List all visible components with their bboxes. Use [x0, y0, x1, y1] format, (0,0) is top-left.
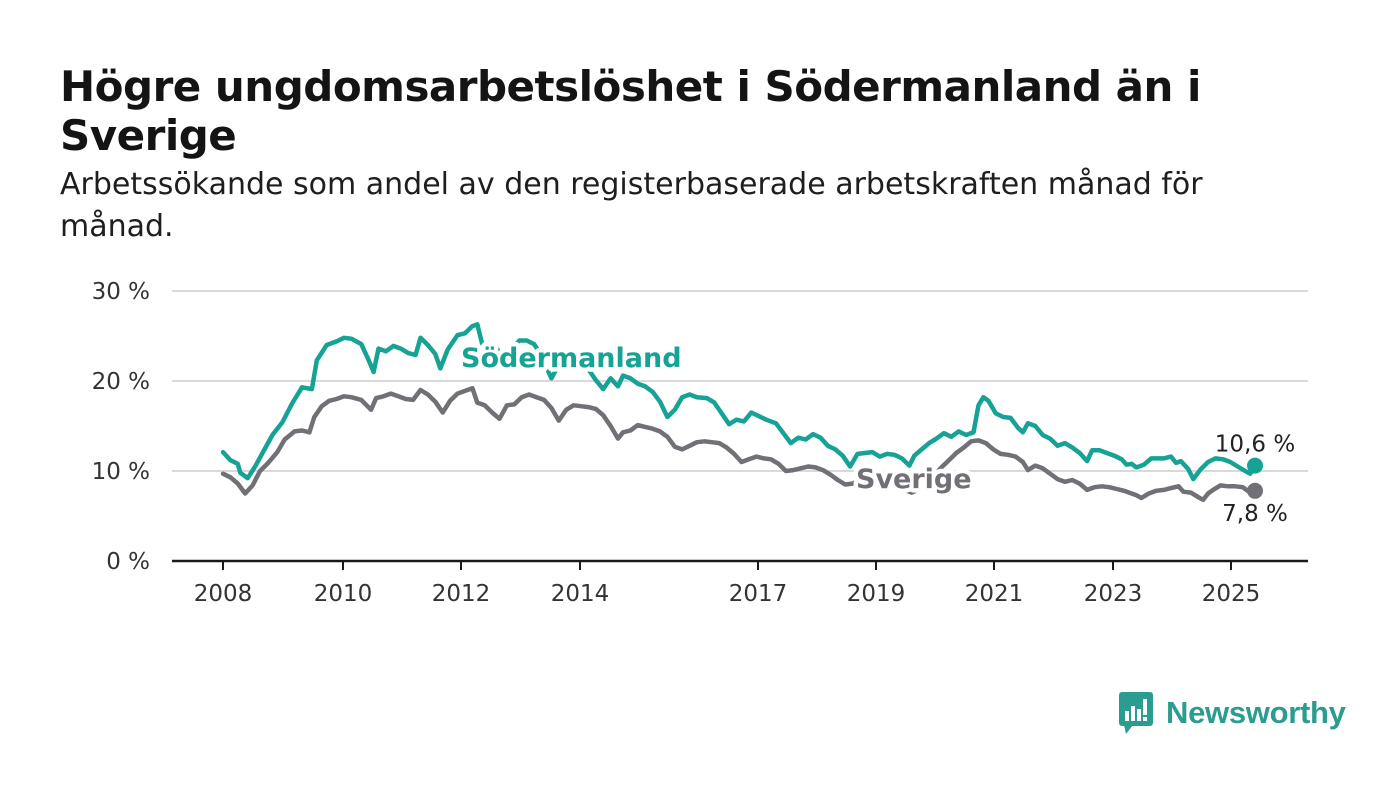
y-axis-ticks: 0 % 10 % 20 % 30 %	[92, 279, 150, 575]
x-tick-label: 2014	[551, 581, 610, 607]
series-label-södermanland: Södermanland	[461, 343, 682, 374]
newsworthy-logo: Newsworthy	[1118, 690, 1346, 736]
chart-subtitle: Arbetssökande som andel av den registerb…	[60, 167, 1203, 244]
x-tick-label: 2023	[1084, 581, 1143, 607]
x-tick-label: 2025	[1202, 581, 1261, 607]
series-label-halo: Södermanland	[461, 343, 682, 374]
y-tick-label: 30 %	[92, 279, 150, 305]
x-tick-label: 2012	[432, 581, 491, 607]
end-point-södermanland	[1247, 457, 1263, 474]
y-tick-label: 10 %	[92, 459, 150, 485]
y-tick-label: 0 %	[106, 549, 150, 575]
x-axis-ticks: 2008 2010 2012 2014 2017 2019 2021 2023 2025	[194, 561, 1261, 607]
chart-title: Högre ungdomsarbetslöshet i Södermanland…	[60, 62, 1201, 160]
series-labels: SödermanlandSödermanlandSverigeSverige10…	[457, 339, 1296, 527]
series-label-sverige: Sverige	[856, 464, 972, 495]
series-lines	[220, 322, 1263, 503]
newsworthy-logo-icon	[1119, 692, 1153, 734]
end-value-label-södermanland: 10,6 %	[1215, 432, 1295, 458]
x-tick-label: 2019	[847, 581, 906, 607]
series-label-halo: Sverige	[856, 464, 972, 495]
brand-name: Newsworthy	[1166, 695, 1346, 730]
series-line-södermanland	[220, 322, 1258, 482]
x-tick-label: 2017	[729, 581, 788, 607]
x-tick-label: 2021	[965, 581, 1024, 607]
end-value-label-sverige: 7,8 %	[1222, 501, 1288, 527]
series-line-sverige	[220, 385, 1258, 503]
x-tick-label: 2010	[314, 581, 373, 607]
gridlines	[172, 290, 1308, 472]
end-point-sverige	[1247, 482, 1263, 499]
x-tick-label: 2008	[194, 581, 253, 607]
y-tick-label: 20 %	[92, 369, 150, 395]
